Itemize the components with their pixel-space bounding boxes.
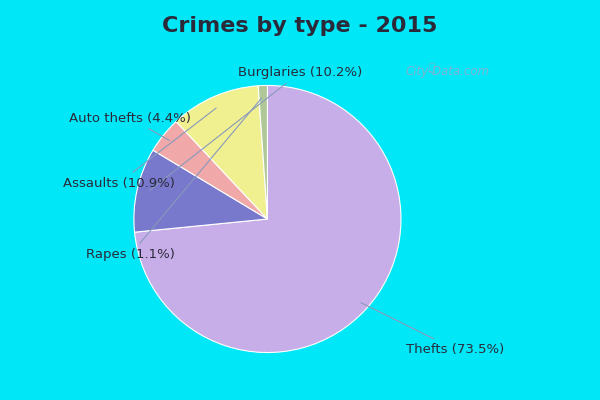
Text: Assaults (10.9%): Assaults (10.9%) <box>63 108 216 190</box>
Wedge shape <box>134 150 268 232</box>
Text: City-Data.com: City-Data.com <box>406 65 490 78</box>
Text: Crimes by type - 2015: Crimes by type - 2015 <box>163 16 437 36</box>
Wedge shape <box>134 86 401 352</box>
Wedge shape <box>258 86 268 219</box>
Text: Auto thefts (4.4%): Auto thefts (4.4%) <box>69 112 191 140</box>
Wedge shape <box>153 122 268 219</box>
Wedge shape <box>176 86 268 219</box>
Text: ⦿: ⦿ <box>428 63 435 73</box>
Text: Rapes (1.1%): Rapes (1.1%) <box>86 98 262 261</box>
Text: Burglaries (10.2%): Burglaries (10.2%) <box>150 66 362 190</box>
Text: Thefts (73.5%): Thefts (73.5%) <box>361 303 504 356</box>
